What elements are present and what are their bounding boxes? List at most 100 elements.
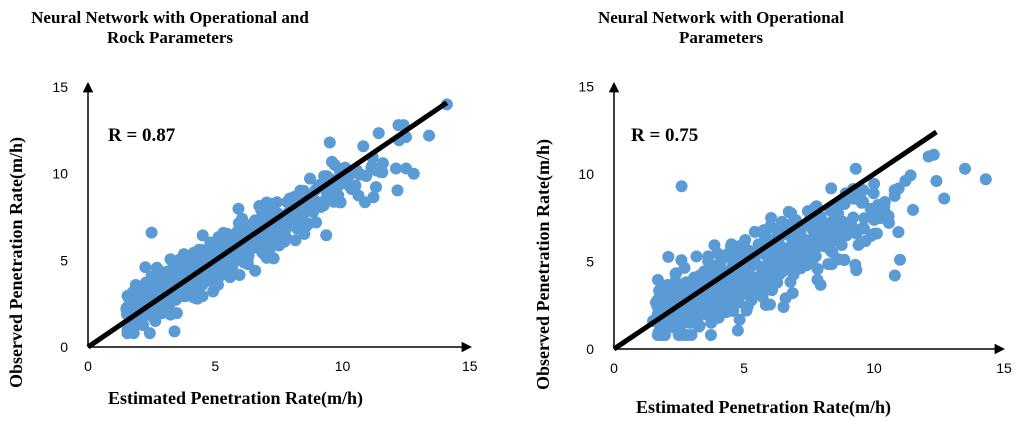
data-point xyxy=(226,260,239,273)
data-point xyxy=(763,298,776,311)
data-point xyxy=(322,187,335,200)
x-tick-label: 15 xyxy=(996,360,1012,376)
data-point xyxy=(675,180,688,193)
data-point xyxy=(726,297,739,310)
data-point xyxy=(843,223,856,236)
y-tick-label: 5 xyxy=(586,254,594,270)
data-point xyxy=(765,211,778,224)
y-tick-label: 15 xyxy=(52,79,68,95)
data-point xyxy=(374,165,387,178)
data-point xyxy=(651,273,664,286)
fit-line xyxy=(86,100,449,350)
data-point xyxy=(795,234,808,247)
data-point xyxy=(677,280,690,293)
data-point xyxy=(826,246,839,259)
data-point xyxy=(675,254,688,267)
data-point xyxy=(807,245,820,258)
y-tick-label: 15 xyxy=(578,79,594,95)
r-value-label: R = 0.75 xyxy=(631,125,698,146)
data-point xyxy=(709,299,722,312)
data-point xyxy=(389,162,402,175)
data-point xyxy=(868,177,881,190)
data-point xyxy=(139,261,152,274)
data-point xyxy=(323,136,336,149)
data-point xyxy=(169,265,182,278)
data-point xyxy=(938,192,951,205)
y-axis-label: Observed Penetration Rate(m/h) xyxy=(6,137,26,388)
data-point xyxy=(787,262,800,275)
data-point xyxy=(662,250,675,263)
data-point xyxy=(669,292,682,305)
data-point xyxy=(282,214,295,227)
y-tick-label: 10 xyxy=(52,166,68,182)
x-tick-label: 0 xyxy=(84,358,92,374)
data-point xyxy=(249,264,262,277)
data-point xyxy=(922,150,935,163)
data-point xyxy=(867,187,880,200)
data-point xyxy=(650,296,663,309)
data-point xyxy=(959,162,971,175)
data-point xyxy=(653,284,666,297)
data-points xyxy=(647,148,992,341)
data-point xyxy=(857,184,870,197)
data-point xyxy=(785,207,798,220)
data-point xyxy=(127,327,140,340)
data-point xyxy=(766,221,779,234)
data-point xyxy=(254,212,267,225)
y-tick-label: 5 xyxy=(60,252,68,268)
data-point xyxy=(170,307,183,320)
data-point xyxy=(871,199,884,212)
data-point xyxy=(749,279,762,292)
data-point xyxy=(185,250,198,263)
data-point xyxy=(830,209,843,222)
data-point xyxy=(737,285,750,298)
data-point xyxy=(702,255,715,268)
data-point xyxy=(407,167,420,180)
data-point xyxy=(715,278,728,291)
x-tick-label: 0 xyxy=(610,360,618,376)
data-point xyxy=(270,196,283,209)
data-point xyxy=(152,281,165,294)
data-point xyxy=(787,243,800,256)
data-point xyxy=(142,276,155,289)
data-point xyxy=(168,325,181,338)
data-point xyxy=(310,216,323,229)
data-point xyxy=(252,237,265,250)
data-point xyxy=(801,259,814,272)
data-point xyxy=(894,253,906,266)
data-point xyxy=(391,184,404,197)
data-point xyxy=(907,203,920,216)
data-point xyxy=(814,278,827,291)
data-point xyxy=(736,271,749,284)
data-point xyxy=(192,286,205,299)
data-point xyxy=(262,226,275,239)
x-axis-label: Estimated Penetration Rate(m/h) xyxy=(108,388,363,408)
data-point xyxy=(677,329,690,341)
fit-line xyxy=(612,129,938,352)
x-tick-label: 5 xyxy=(740,360,748,376)
data-point xyxy=(811,262,824,275)
data-point xyxy=(423,129,436,142)
data-point xyxy=(365,161,378,174)
data-point xyxy=(675,318,688,331)
data-point xyxy=(232,202,245,215)
data-point xyxy=(273,239,286,252)
data-point xyxy=(816,236,829,249)
data-point xyxy=(835,238,848,251)
data-point xyxy=(320,229,333,242)
data-point xyxy=(328,159,341,172)
data-point xyxy=(892,182,905,195)
x-tick-label: 5 xyxy=(211,358,219,374)
y-tick-label: 0 xyxy=(586,341,594,357)
data-point xyxy=(759,265,772,278)
data-point xyxy=(150,267,163,280)
y-axis-label: Observed Penetration Rate(m/h) xyxy=(533,139,553,390)
data-point xyxy=(733,240,746,253)
data-point xyxy=(357,140,370,153)
data-point xyxy=(882,210,895,223)
data-point xyxy=(208,274,221,287)
data-point xyxy=(850,264,863,277)
data-point xyxy=(892,226,905,239)
data-point xyxy=(740,304,753,317)
data-point xyxy=(731,324,744,337)
